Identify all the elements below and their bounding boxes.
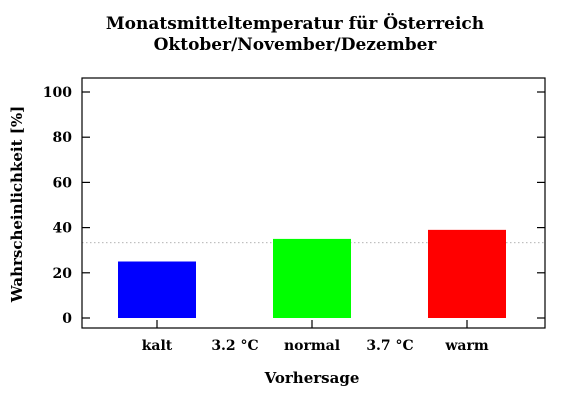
bar-kalt: [118, 261, 196, 318]
y-tick-label: 80: [53, 130, 73, 146]
chart-subtitle: Oktober/November/Dezember: [154, 35, 438, 55]
y-tick-label: 40: [53, 221, 73, 237]
x-axis-labels: kalt normal warm 3.2 °C 3.7 °C: [142, 320, 489, 354]
x-tick-label-warm: warm: [444, 338, 488, 354]
x-axis-title: Vorhersage: [264, 369, 360, 387]
y-tick-label: 20: [53, 266, 73, 282]
bar-normal: [273, 238, 351, 318]
chart-title: Monatsmitteltemperatur für Österreich: [106, 13, 484, 34]
bars: [118, 229, 506, 318]
x-tick-label-normal: normal: [284, 338, 340, 354]
y-tick-label: 0: [62, 311, 72, 327]
bar-warm: [428, 229, 506, 318]
y-tick-label: 60: [53, 175, 73, 191]
y-tick-label: 100: [43, 85, 72, 101]
y-axis-ticks: 0 20 40 60 80 100: [43, 85, 545, 327]
x-tick-label-kalt: kalt: [142, 338, 173, 354]
threshold-label: 3.7 °C: [366, 338, 413, 354]
threshold-label: 3.2 °C: [211, 338, 258, 354]
y-axis-title: Wahrscheinlichkeit [%]: [8, 106, 26, 303]
plot-frame: [81, 77, 546, 329]
